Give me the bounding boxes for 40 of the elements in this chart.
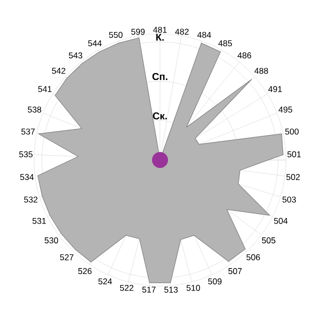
y-tick-label: Ск. [152, 112, 167, 120]
y-tick-label: Сп. [152, 73, 168, 80]
spoke-label: 491 [268, 86, 282, 92]
spoke-label: 486 [238, 52, 252, 58]
spoke-label: 527 [60, 254, 74, 260]
spoke-label: 481 [153, 26, 167, 33]
spoke-label: 543 [68, 52, 82, 58]
spoke-label: 531 [32, 218, 46, 224]
spoke-label: 502 [286, 174, 300, 180]
spoke-label: 510 [186, 284, 200, 291]
spoke-label: 482 [175, 28, 189, 35]
spoke-label: 522 [120, 284, 134, 291]
spoke-label: 599 [131, 28, 145, 35]
spoke-label: 544 [88, 40, 102, 46]
spoke-label: 484 [197, 32, 212, 38]
spoke-label: 488 [254, 68, 268, 74]
spoke-label: 535 [19, 151, 33, 158]
spoke-label: 504 [274, 218, 288, 224]
spoke-label: 517 [142, 286, 156, 293]
spoke-label: 495 [278, 106, 292, 113]
spoke-label: 500 [285, 128, 299, 135]
spoke-label: 537 [21, 128, 35, 135]
spoke-label: 550 [109, 32, 123, 38]
spoke-label: 509 [208, 278, 222, 284]
spoke-label: 538 [28, 106, 42, 113]
spoke-label: 513 [164, 286, 178, 293]
spoke-label: 485 [218, 40, 232, 46]
spoke-label: 542 [52, 68, 66, 74]
spoke-label: 541 [38, 86, 52, 92]
spoke-label: 534 [20, 174, 34, 180]
y-tick-label: К. [156, 34, 164, 41]
spoke-label: 503 [282, 196, 296, 203]
spoke-label: 505 [262, 237, 276, 244]
spoke-label: 501 [287, 151, 301, 158]
spoke-label: 530 [44, 237, 58, 244]
spoke-label: 532 [24, 196, 38, 203]
spoke-label: 524 [98, 278, 112, 284]
spoke-label: 507 [228, 268, 242, 274]
spoke-label: 506 [246, 254, 260, 260]
spoke-label: 526 [78, 268, 92, 274]
